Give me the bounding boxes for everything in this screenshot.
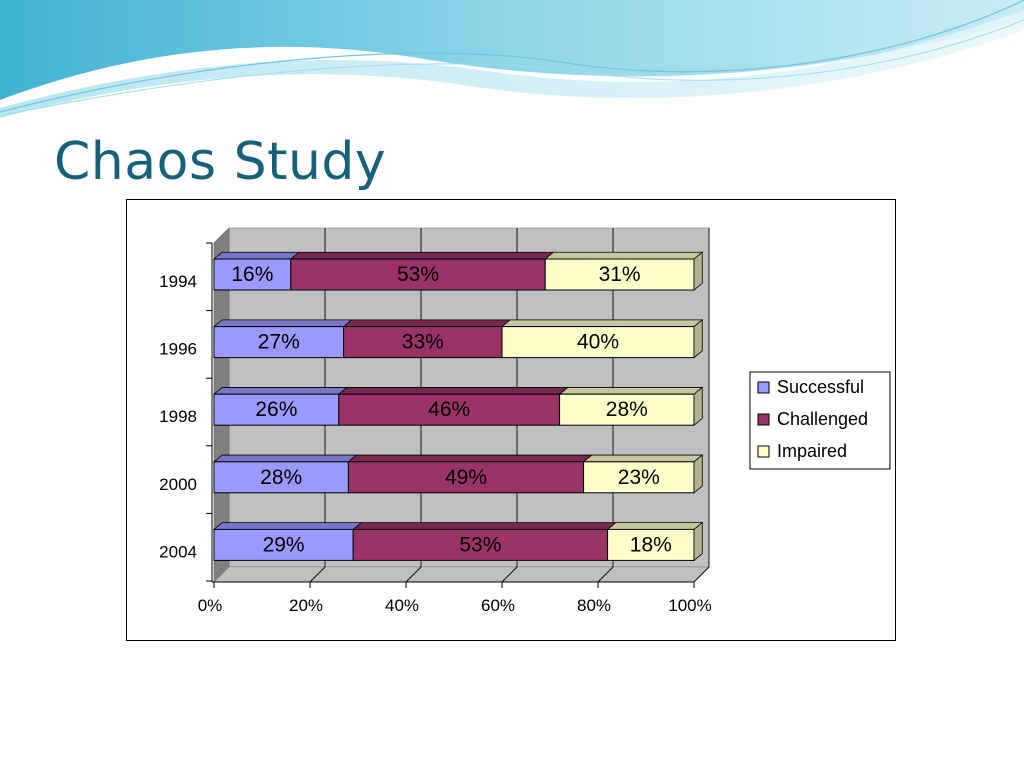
legend-swatch: [757, 381, 770, 394]
slide-title: Chaos Study: [54, 132, 387, 192]
bar-top-face: [212, 387, 349, 395]
bar-top-face: [352, 522, 617, 530]
bar-segment: [583, 461, 695, 494]
chart-legend: Successful Challenged Impaired: [749, 371, 891, 470]
bar-top-face: [500, 319, 704, 327]
bar-segment: [343, 326, 503, 359]
bar-top-face: [212, 251, 301, 260]
legend-label: Impaired: [777, 441, 847, 461]
data-label: 46%: [428, 398, 470, 421]
bar-end-face: [693, 386, 703, 427]
stacked-bar-chart: 16% 53% 31% 27% 33% 40% 26% 46% 28% 28% 49% 23% 29% 5…: [159, 227, 891, 615]
legend-swatch: [757, 413, 770, 426]
legend-label: Successful: [777, 377, 864, 397]
data-label: 31%: [599, 263, 641, 286]
data-label: 27%: [258, 331, 300, 354]
bar-end-face: [693, 454, 703, 494]
bar-segment: [213, 393, 340, 426]
bar-top-face: [289, 251, 555, 260]
chart-floor: [213, 566, 710, 583]
bar-top-face: [347, 454, 593, 463]
bar-segment: [501, 326, 695, 359]
chart-axes: 1994 1996 1998 2000 2004 0% 20% 40% 60% 80% 100%: [159, 242, 712, 615]
x-tick-label: 60%: [481, 596, 515, 615]
x-tick-label: 20%: [289, 596, 323, 615]
bar-top-face: [606, 522, 704, 530]
bar-top-face: [582, 454, 704, 463]
bar-end-face: [693, 521, 703, 562]
chart-frame: 16% 53% 31% 27% 33% 40% 26% 46% 28% 28% 49% 23% 29% 5…: [126, 199, 896, 641]
gridline-floor: [597, 566, 614, 583]
gridline-floor: [693, 566, 710, 583]
data-label: 53%: [459, 533, 501, 556]
gridline-floor: [405, 566, 422, 583]
y-tick-label: 2004: [159, 542, 197, 561]
legend-swatch: [757, 445, 770, 458]
bar-end-face: [693, 251, 703, 291]
bar-top-face: [342, 319, 512, 327]
data-label: 23%: [618, 466, 660, 489]
bar-segment: [544, 258, 695, 291]
bar-top-face: [544, 251, 704, 260]
legend-label: Challenged: [777, 409, 868, 429]
y-tick-label: 1998: [159, 407, 197, 426]
bar-top-face: [212, 319, 353, 327]
y-tick-label: 2000: [159, 475, 197, 494]
x-tick-label: 80%: [577, 596, 611, 615]
bar-segment: [607, 528, 695, 561]
x-tick-label: 0%: [198, 596, 223, 615]
data-label: 29%: [263, 533, 305, 556]
y-tick-label: 1996: [159, 340, 197, 359]
gridline-floor: [501, 566, 518, 583]
data-label: 28%: [260, 466, 302, 489]
data-label: 18%: [630, 533, 672, 556]
bar-top-face: [212, 454, 358, 463]
data-label: 33%: [402, 331, 444, 354]
y-tick-label: 1994: [159, 272, 197, 291]
legend-box: [749, 371, 891, 470]
bar-segment: [213, 461, 349, 494]
data-label: 28%: [606, 398, 648, 421]
bar-segment: [290, 258, 546, 291]
data-label: 40%: [577, 331, 619, 354]
bar-top-face: [212, 522, 363, 530]
bar-top-face: [558, 387, 704, 395]
bar-end-face: [693, 319, 703, 359]
data-label: 16%: [231, 263, 273, 286]
gridline-floor: [309, 566, 326, 583]
data-label: 53%: [397, 263, 439, 286]
x-tick-label: 100%: [668, 596, 711, 615]
bar-top-face: [337, 387, 569, 395]
x-tick-label: 40%: [385, 596, 419, 615]
bar-segment: [352, 528, 609, 561]
bar-segment: [559, 393, 695, 426]
chart-bars: 16% 53% 31% 27% 33% 40% 26% 46% 28% 28% 49% 23% 29% 5…: [212, 251, 704, 562]
data-label: 49%: [445, 466, 487, 489]
data-label: 26%: [255, 398, 297, 421]
